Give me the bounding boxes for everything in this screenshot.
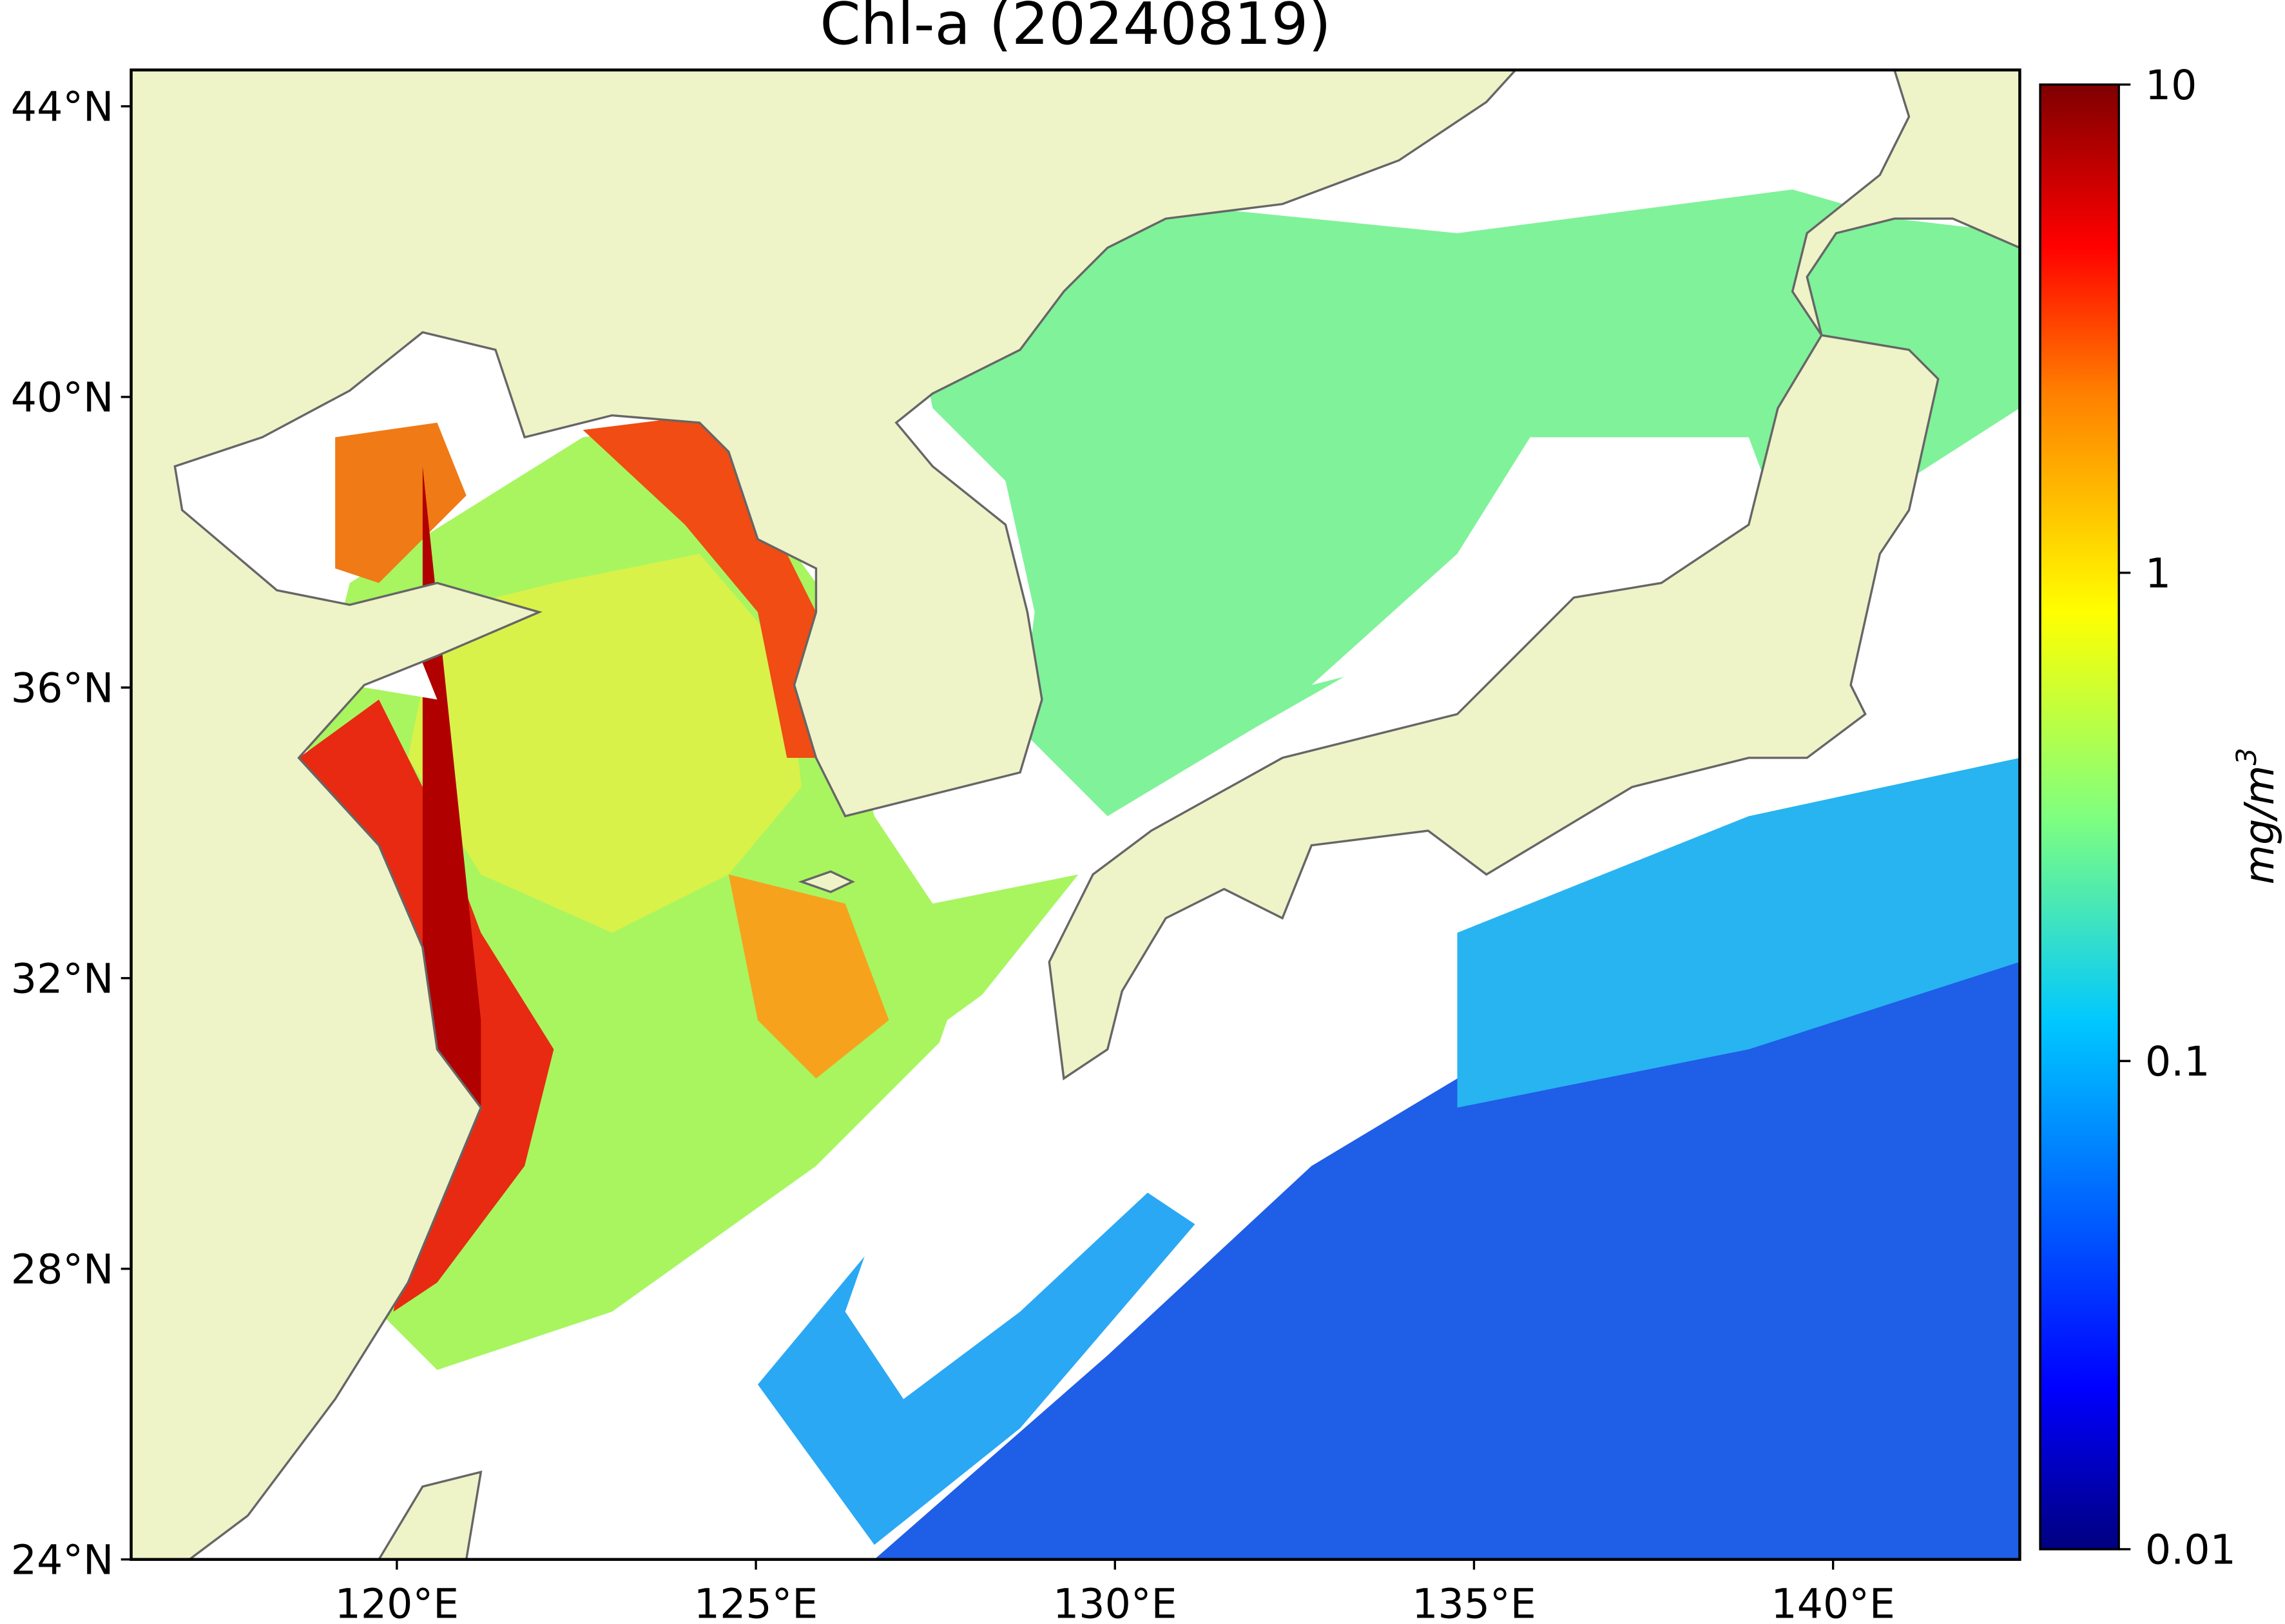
y-tick-label: 36°N	[11, 664, 114, 711]
cloud-japan-sea	[1311, 437, 1793, 685]
honshu-kyushu-shikoku	[1048, 334, 1940, 1081]
colorbar-unit: mg/m	[2235, 766, 2283, 885]
pacific-band	[1457, 757, 2020, 1108]
y-tick-label: 32°N	[11, 954, 114, 1002]
map-frame	[130, 68, 2021, 1561]
colorbar-tick-label: 1	[2145, 549, 2171, 597]
y-tick-label: 28°N	[11, 1245, 114, 1293]
colorbar-tick-label: 0.01	[2145, 1526, 2236, 1574]
x-tick-label: 140°E	[1771, 1580, 1895, 1624]
x-tick-label: 120°E	[335, 1580, 459, 1624]
cloud-band	[845, 787, 1603, 1400]
map-area	[131, 70, 2020, 1560]
y-tick-label: 44°N	[11, 83, 114, 131]
x-tick-label: 135°E	[1412, 1580, 1536, 1624]
hokkaido	[1791, 70, 2020, 336]
colorbar-tick-label: 10	[2145, 61, 2197, 109]
taiwan	[378, 1470, 483, 1560]
jeju	[798, 870, 855, 893]
yellow-sea-center	[408, 554, 802, 933]
colorbar-tick-label: 0.1	[2145, 1038, 2210, 1085]
bohai-bloom	[335, 422, 467, 583]
y-tick-label: 40°N	[11, 374, 114, 421]
x-tick-label: 130°E	[1053, 1580, 1177, 1624]
asian-mainland	[131, 70, 1518, 1560]
colorbar-label: mg/m3	[2231, 748, 2283, 884]
colorbar	[2039, 83, 2120, 1551]
x-tick-label: 125°E	[694, 1580, 818, 1624]
colorbar-unit-sup: 3	[2231, 748, 2263, 765]
y-tick-label: 24°N	[11, 1536, 114, 1583]
japan-sea	[903, 189, 2020, 817]
land	[131, 70, 2020, 1560]
turbid-patch	[728, 874, 889, 1079]
map-title: Chl-a (20240819)	[820, 0, 1331, 58]
